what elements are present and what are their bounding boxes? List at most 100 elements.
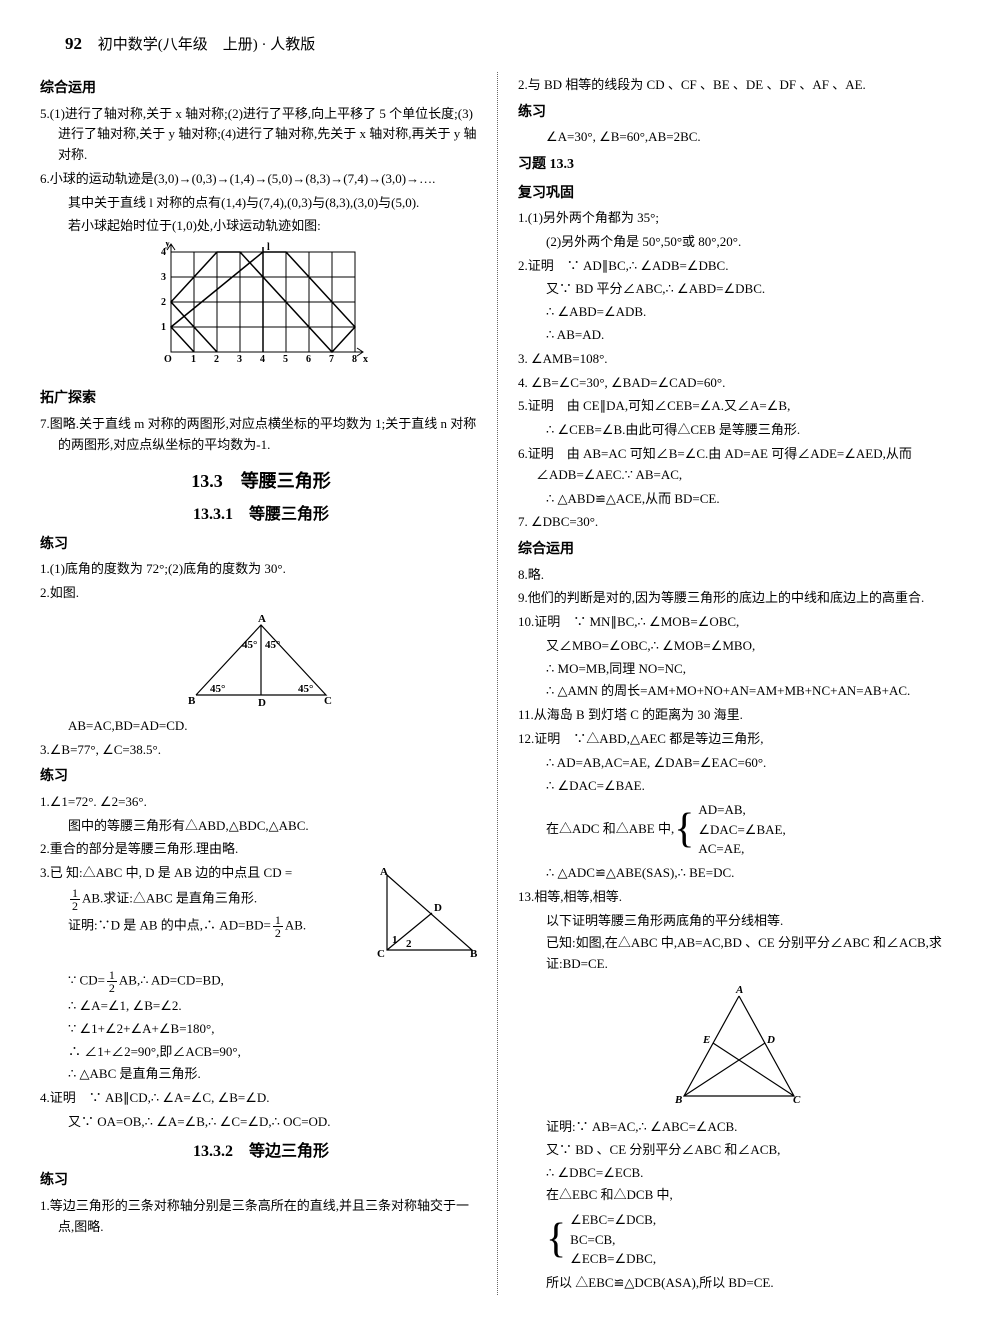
r-11: 11.从海岛 B 到灯塔 C 的距离为 30 海里. <box>518 705 960 726</box>
svg-text:3: 3 <box>237 354 242 365</box>
r-10c: ∴ MO=MB,同理 NO=NC, <box>518 659 960 680</box>
svg-text:2: 2 <box>214 354 219 365</box>
svg-text:45°: 45° <box>242 639 257 651</box>
page-number: 92 <box>65 34 82 53</box>
r-3: 3. ∠AMB=108°. <box>518 349 960 370</box>
r-13h-2: BC=CB, <box>570 1232 615 1247</box>
r-p2: 2.与 BD 相等的线段为 CD 、CF 、BE 、DE 、DF 、AF 、AE… <box>518 75 960 96</box>
right-triangle-diagram: ACBD 12 <box>372 865 482 965</box>
svg-text:l: l <box>267 242 270 253</box>
svg-text:4: 4 <box>260 354 265 365</box>
xt133: 习题 13.3 <box>518 154 960 176</box>
r-7: 7. ∠DBC=30°. <box>518 512 960 533</box>
lx2-3c-text: 证明:∵D 是 AB 的中点,∴ AD=BD= <box>68 917 271 932</box>
lx2-3e: ∴ ∠A=∠1, ∠B=∠2. <box>40 996 482 1017</box>
page-header: 92 初中数学(八年级 上册) · 人教版 <box>40 30 960 57</box>
r-13c: 已知:如图,在△ABC 中,AB=AC,BD 、CE 分别平分∠ABC 和∠AC… <box>518 933 960 975</box>
r-12b: ∴ AD=AB,AC=AE, ∠DAB=∠EAC=60°. <box>518 753 960 774</box>
item-6a: 6.小球的运动轨迹是(3,0)→(0,3)→(1,4)→(5,0)→(8,3)→… <box>40 169 482 190</box>
heading-tgts: 拓广探索 <box>40 388 482 410</box>
lx1-3: 3.∠B=77°, ∠C=38.5°. <box>40 740 482 761</box>
svg-text:x: x <box>363 354 368 365</box>
r-12d-intro: 在△ADC 和△ABE 中, <box>546 819 674 840</box>
r-1b: (2)另外两个角是 50°,50°或 80°,20°. <box>518 232 960 253</box>
r-1a: 1.(1)另外两个角都为 35°; <box>518 208 960 229</box>
svg-text:7: 7 <box>329 354 334 365</box>
r-10d: ∴ △AMN 的周长=AM+MO+NO+AN=AM+MB+NC+AN=AB+AC… <box>518 681 960 702</box>
svg-text:2: 2 <box>406 938 412 950</box>
svg-text:1: 1 <box>191 354 196 365</box>
lx2-1b: 图中的等腰三角形有△ABD,△BDC,△ABC. <box>40 816 482 837</box>
r-6a: 6.证明 由 AB=AC 可知∠B=∠C.由 AD=AE 可得∠ADE=∠AED… <box>518 444 960 486</box>
r-12d-1: AD=AB, <box>698 802 745 817</box>
r-5b: ∴ ∠CEB=∠B.由此可得△CEB 是等腰三角形. <box>518 420 960 441</box>
svg-text:2: 2 <box>161 297 166 308</box>
r-6b: ∴ △ABD≌△ACE,从而 BD=CE. <box>518 489 960 510</box>
title-1331: 13.3.1 等腰三角形 <box>40 502 482 528</box>
lx2-3h: ∴ △ABC 是直角三角形. <box>40 1064 482 1085</box>
r-lx: 练习 <box>518 102 960 124</box>
svg-text:B: B <box>674 1094 682 1106</box>
lx2-3g: ∴ ∠1+∠2=90°,即∠ACB=90°, <box>40 1042 482 1063</box>
svg-text:B: B <box>470 948 478 960</box>
heading-lx2: 练习 <box>40 766 482 788</box>
svg-text:45°: 45° <box>298 683 313 695</box>
svg-text:A: A <box>735 984 743 996</box>
lx1-2b: AB=AC,BD=AD=CD. <box>40 716 482 737</box>
svg-text:C: C <box>324 695 332 707</box>
r-13h-3: ∠ECB=∠DBC, <box>570 1251 656 1266</box>
r-8: 8.略. <box>518 565 960 586</box>
r-9: 9.他们的判断是对的,因为等腰三角形的底边上的中线和底边上的高重合. <box>518 588 960 609</box>
lx2-3d: ∵ CD=12AB,∴ AD=CD=BD, <box>40 969 482 994</box>
lx2-3c2-text: AB. <box>285 917 306 932</box>
lx2-3b-text: AB.求证:△ABC 是直角三角形. <box>82 890 257 905</box>
svg-text:1: 1 <box>161 322 166 333</box>
r-12d-3: AC=AE, <box>698 841 744 856</box>
svg-text:5: 5 <box>283 354 288 365</box>
r-13d: 证明:∵ AB=AC,∴ ∠ABC=∠ACB. <box>518 1117 960 1138</box>
svg-text:D: D <box>258 697 266 709</box>
lx3-1: 1.等边三角形的三条对称轴分别是三条高所在的直线,并且三条对称轴交于一点,图略. <box>40 1196 482 1238</box>
item-6b: 其中关于直线 l 对称的点有(1,4)与(7,4),(0,3)与(8,3),(3… <box>40 193 482 214</box>
heading-zhyy: 综合运用 <box>40 78 482 100</box>
r-2b: 又∵ BD 平分∠ABC,∴ ∠ABD=∠DBC. <box>518 279 960 300</box>
r-13g: 在△EBC 和△DCB 中, <box>518 1185 960 1206</box>
header-title: 初中数学(八年级 上册) · 人教版 <box>98 37 316 53</box>
r-12d-brace: 在△ADC 和△ABE 中, { AD=AB, ∠DAC=∠BAE, AC=AE… <box>518 800 960 859</box>
r-13f: ∴ ∠DBC=∠ECB. <box>518 1163 960 1184</box>
svg-text:6: 6 <box>306 354 311 365</box>
lx2-3a-text: 3.已 知:△ABC 中, D 是 AB 边的中点且 CD = <box>40 865 292 880</box>
r-10a: 10.证明 ∵ MN∥BC,∴ ∠MOB=∠OBC, <box>518 612 960 633</box>
r-5a: 5.证明 由 CE∥DA,可知∠CEB=∠A.又∠A=∠B, <box>518 396 960 417</box>
r-zhyy: 综合运用 <box>518 539 960 561</box>
r-12e: ∴ △ADC≌△ABE(SAS),∴ BE=DC. <box>518 863 960 884</box>
svg-text:O: O <box>164 354 172 365</box>
right-column: 2.与 BD 相等的线段为 CD 、CF 、BE 、DE 、DF 、AF 、AE… <box>518 72 960 1295</box>
lx2-3d-text: ∵ CD= <box>68 973 105 988</box>
svg-text:45°: 45° <box>210 683 225 695</box>
r-13i: 所以 △EBC≌△DCB(ASA),所以 BD=CE. <box>518 1273 960 1294</box>
heading-lx1: 练习 <box>40 534 482 556</box>
r-13a: 13.相等,相等,相等. <box>518 887 960 908</box>
lx2-4a: 4.证明 ∵ AB∥CD,∴ ∠A=∠C, ∠B=∠D. <box>40 1088 482 1109</box>
triangle-diagram-1: ABCD 45°45° 45°45° <box>176 610 346 710</box>
svg-text:4: 4 <box>161 247 166 258</box>
r-12d-2: ∠DAC=∠BAE, <box>698 822 785 837</box>
r-lxa: ∠A=30°, ∠B=60°,AB=2BC. <box>518 127 960 148</box>
lx2-3f: ∵ ∠1+∠2+∠A+∠B=180°, <box>40 1019 482 1040</box>
svg-text:3: 3 <box>161 272 166 283</box>
item-7: 7.图略.关于直线 m 对称的两图形,对应点横坐标的平均数为 1;关于直线 n … <box>40 414 482 456</box>
lx2-3d2-text: AB,∴ AD=CD=BD, <box>119 973 224 988</box>
r-13b: 以下证明等腰三角形两底角的平分线相等. <box>518 911 960 932</box>
svg-text:E: E <box>702 1034 710 1046</box>
r-2d: ∴ AB=AD. <box>518 325 960 346</box>
heading-lx3: 练习 <box>40 1170 482 1192</box>
lx2-2: 2.重合的部分是等腰三角形.理由略. <box>40 839 482 860</box>
item-6c: 若小球起始时位于(1,0)处,小球运动轨迹如图: <box>40 216 482 237</box>
left-column: 综合运用 5.(1)进行了轴对称,关于 x 轴对称;(2)进行了平移,向上平移了… <box>40 72 498 1295</box>
svg-text:B: B <box>188 695 196 707</box>
r-13e: 又∵ BD 、CE 分别平分∠ABC 和∠ACB, <box>518 1140 960 1161</box>
item-5: 5.(1)进行了轴对称,关于 x 轴对称;(2)进行了平移,向上平移了 5 个单… <box>40 104 482 166</box>
lx1-2: 2.如图. <box>40 583 482 604</box>
fxgg: 复习巩固 <box>518 183 960 205</box>
